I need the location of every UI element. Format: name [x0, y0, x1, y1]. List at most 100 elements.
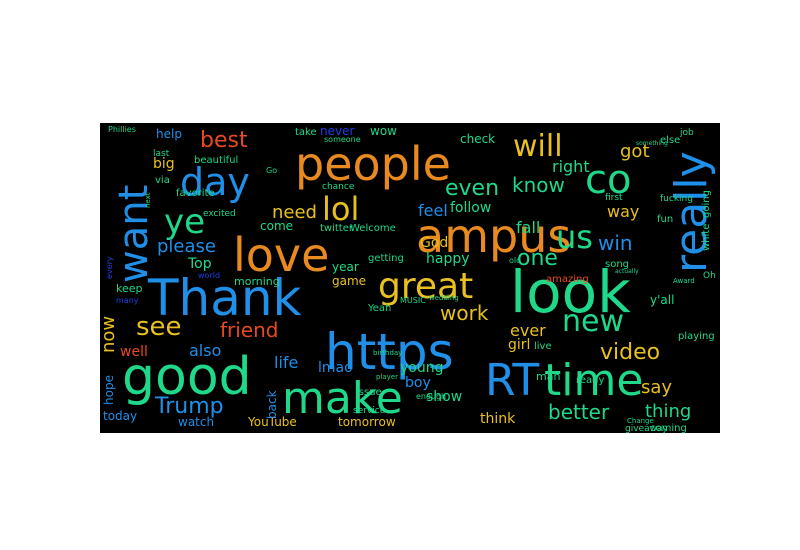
word-keep: keep: [116, 282, 143, 295]
word-life: life: [274, 353, 298, 372]
word-getting: getting: [368, 253, 404, 264]
word-trump: Trump: [154, 394, 224, 419]
word-yeah: Yeah: [367, 303, 391, 314]
word-wow: wow: [370, 124, 397, 138]
word-man: man: [536, 370, 560, 383]
word-ever: ever: [510, 321, 546, 340]
word-great: great: [378, 266, 473, 307]
word-service: service: [353, 406, 386, 416]
word-giveaway: giveaway: [625, 424, 668, 433]
word-will: will: [513, 129, 563, 164]
word-check: check: [460, 132, 495, 146]
word-live: live: [534, 341, 552, 352]
word-best: best: [200, 128, 248, 153]
word-job: job: [679, 128, 694, 138]
word-white: white: [701, 224, 712, 251]
word-award: Award: [673, 277, 695, 285]
word-via: via: [155, 175, 170, 186]
word-thank: Thank: [147, 269, 302, 327]
word-got: got: [620, 141, 650, 162]
word-cloud-background: [100, 123, 720, 433]
word-help: help: [156, 127, 182, 141]
word-oh: Oh: [703, 271, 716, 281]
word-boy: boy: [405, 375, 431, 391]
word-coming: coming: [650, 423, 687, 433]
word-else: else: [660, 135, 680, 146]
word-lmao: lmao: [318, 360, 353, 376]
word-never: never: [320, 124, 354, 138]
word-god: God: [420, 235, 448, 251]
word-good: good: [122, 347, 252, 407]
word-fall: fall: [516, 218, 540, 237]
word-now: now: [100, 316, 119, 353]
word-wedding: wedding: [429, 294, 459, 302]
word-fun: fun: [657, 214, 673, 225]
word-beautiful: beautiful: [194, 155, 238, 166]
word-going: going: [701, 190, 712, 218]
word-rt: RT: [485, 355, 539, 406]
word-many: many: [116, 296, 139, 305]
word-phillies: Phillies: [108, 125, 136, 134]
word-think: think: [480, 411, 516, 427]
word-watch: watch: [178, 415, 214, 429]
word-say: say: [641, 377, 672, 398]
word-amazing: amazing: [546, 274, 589, 285]
word-lol: lol: [322, 190, 359, 228]
word-hope: hope: [102, 375, 116, 405]
word-show: show: [426, 389, 462, 405]
word-enough: enough: [416, 392, 446, 401]
word-want: want: [111, 185, 157, 283]
word-girl: girl: [508, 337, 530, 353]
word-something: something: [636, 140, 668, 147]
word-day: day: [180, 160, 250, 204]
word-https: https: [325, 323, 454, 381]
word-cloud: Thank https people look good make time l…: [100, 123, 720, 433]
word-tomorrow: tomorrow: [338, 415, 396, 429]
word-us: us: [556, 218, 593, 256]
word-every: every: [105, 256, 114, 279]
word-win: win: [598, 231, 633, 255]
word-yall: y'all: [650, 293, 674, 307]
word-twitter: twitter: [320, 223, 354, 234]
word-please: please: [157, 236, 216, 257]
word-first: first: [605, 193, 623, 203]
word-today: today: [103, 409, 137, 423]
word-change: Change: [627, 417, 654, 425]
word-youtube: YouTube: [247, 415, 297, 429]
word-co: co: [585, 157, 631, 203]
word-time: time: [544, 355, 643, 406]
word-favorite: favorite: [176, 188, 215, 199]
word-come: come: [260, 219, 293, 233]
word-world: world: [198, 271, 220, 280]
word-someone: someone: [324, 135, 361, 144]
word-issue: issue: [356, 387, 382, 398]
word-last: last: [153, 149, 170, 159]
word-cloud-canvas: Thank https people look good make time l…: [100, 123, 720, 433]
word-actually: actually: [615, 268, 639, 275]
word-ampus: ampus: [416, 209, 571, 263]
word-excited: excited: [203, 209, 236, 219]
word-go: Go: [266, 166, 277, 175]
word-video: video: [600, 340, 660, 365]
word-also: also: [189, 341, 221, 360]
word-way: way: [607, 202, 639, 221]
word-chance: chance: [322, 182, 355, 192]
word-take: take: [295, 127, 317, 138]
word-one: one: [517, 246, 558, 271]
word-welcome: Welcome: [350, 223, 396, 234]
word-even: even: [445, 176, 499, 201]
word-year: year: [332, 260, 359, 274]
word-next: next: [144, 192, 152, 208]
word-playing: playing: [678, 331, 715, 342]
word-people: people: [295, 137, 451, 191]
word-top: Top: [187, 256, 212, 272]
word-look: look: [510, 258, 631, 326]
word-cloud-words: Thank https people look good make time l…: [100, 124, 717, 433]
word-back: back: [265, 390, 279, 419]
word-right: right: [552, 157, 590, 176]
word-really: really: [666, 151, 717, 273]
word-song: song: [605, 259, 629, 270]
word-make: make: [282, 373, 403, 424]
word-new: new: [562, 304, 624, 339]
word-big: big: [153, 156, 175, 172]
